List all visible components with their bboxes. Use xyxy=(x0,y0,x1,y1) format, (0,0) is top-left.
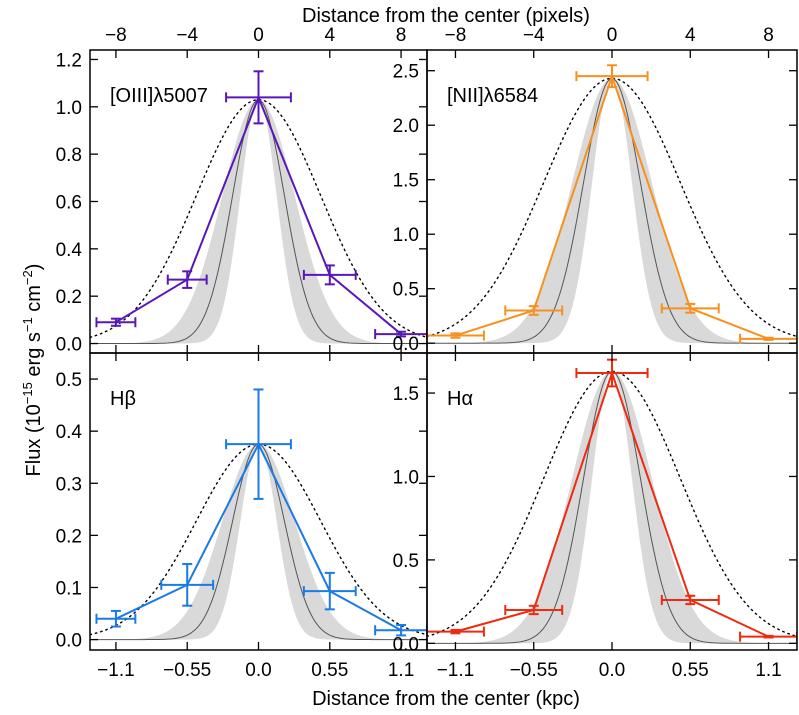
y-tick-label: 0.0 xyxy=(393,634,419,655)
y-tick-label: 1.0 xyxy=(56,98,82,119)
x-tick-label-pixels: 8 xyxy=(396,25,407,46)
panel-label: Hβ xyxy=(110,388,136,410)
panel-bottom-left: 0.0 0.1 0.2 0.3 0.4 0.5 −1.1 −0.55 0.0 0.55 1.1 Hβ xyxy=(56,352,428,681)
panel-label: Hα xyxy=(447,388,473,410)
data-point xyxy=(575,64,649,89)
x-tick-label-pixels: 4 xyxy=(685,25,696,46)
y-tick-label: 0.6 xyxy=(56,193,82,214)
y-tick-label: 0.0 xyxy=(56,335,82,356)
y-axis-title: Flux (10−15 erg s−1 cm−2) xyxy=(20,264,45,477)
dotted-profile-curve xyxy=(427,370,797,638)
plot-area xyxy=(90,70,427,345)
x-tick-label-kpc: 1.1 xyxy=(755,660,781,681)
plot-area xyxy=(427,358,797,644)
y-tick-label: 1.2 xyxy=(56,50,82,71)
y-tick-label: 1.0 xyxy=(393,225,419,246)
x-tick-label-kpc: −0.55 xyxy=(163,660,211,681)
y-tick-label: 0.0 xyxy=(56,631,82,652)
data-point xyxy=(225,388,292,500)
data-point xyxy=(504,305,564,316)
y-tick-label: 0.4 xyxy=(56,240,83,261)
bottom-x-axis-title: Distance from the center (kpc) xyxy=(312,688,580,710)
panel-frame xyxy=(426,352,798,651)
y-tick-label: 1.5 xyxy=(393,384,419,405)
x-tick-label-kpc: 0.55 xyxy=(311,660,348,681)
x-tick-label-pixels: 0 xyxy=(253,25,264,46)
panel-bottom-right: 0.0 0.5 1.0 1.5 −1.1 −0.55 0.0 0.55 1.1 Hα xyxy=(393,352,798,681)
x-tick-label-pixels: 4 xyxy=(324,25,335,46)
y-tick-label: 0.5 xyxy=(56,370,82,391)
y-tick-label: 0.5 xyxy=(393,280,419,301)
x-tick-label-kpc: 0.0 xyxy=(245,660,271,681)
dotted-profile-curve xyxy=(90,99,427,338)
data-point xyxy=(302,264,357,286)
dotted-profile-curve xyxy=(427,77,797,338)
data-point xyxy=(504,604,564,616)
y-tick-label: 0.5 xyxy=(393,551,419,572)
y-tick-label: 1.5 xyxy=(393,171,419,192)
data-point xyxy=(95,609,137,628)
y-tick-label: 0.0 xyxy=(393,334,419,355)
x-tick-label-pixels: 0 xyxy=(607,25,618,46)
panels-group: 0.00.20.40.60.81.01.2−8 −4 0 4 8[OIII]λ50070… xyxy=(56,25,798,681)
panel-label: [OIII]λ5007 xyxy=(110,85,208,107)
y-tick-label: 0.3 xyxy=(56,474,82,495)
x-tick-label-kpc: 0.55 xyxy=(672,660,709,681)
data-point xyxy=(374,329,427,340)
data-point xyxy=(739,333,797,344)
y-tick-label: 2.5 xyxy=(393,62,419,83)
y-tick-label: 0.1 xyxy=(56,578,82,599)
data-point xyxy=(166,270,208,289)
x-tick-label-kpc: −1.1 xyxy=(97,660,135,681)
data-series-line xyxy=(455,369,769,638)
x-tick-label-pixels: −8 xyxy=(445,25,467,46)
x-tick-label-pixels: −8 xyxy=(105,25,127,46)
data-point xyxy=(160,563,215,607)
y-tick-label: 0.2 xyxy=(56,287,82,308)
model-curve xyxy=(427,370,797,644)
panel-top-left: 0.0 0.2 0.4 0.6 0.8 1.0 1.2 −8 −4 0 4 8 [OIII]λ5007 xyxy=(56,25,428,356)
x-tick-label-pixels: −4 xyxy=(176,25,198,46)
model-curve xyxy=(427,77,797,344)
model-uncertainty-band xyxy=(427,78,797,344)
panel-label: [NII]λ6584 xyxy=(447,85,538,107)
plot-area xyxy=(90,388,427,641)
y-tick-label: 1.0 xyxy=(393,467,419,488)
x-tick-label-kpc: 0.0 xyxy=(599,660,625,681)
data-point xyxy=(660,302,720,314)
plot-area xyxy=(427,64,797,344)
data-point xyxy=(374,623,427,637)
panel-top-right: 0.0 0.5 1.0 1.5 2.0 2.5 −8 −4 0 4 8 [NII]λ6584 xyxy=(393,25,798,355)
top-x-axis-title: Distance from the center (pixels) xyxy=(302,5,590,27)
x-tick-label-pixels: 8 xyxy=(763,25,774,46)
y-tick-label: 0.2 xyxy=(56,526,82,547)
data-point xyxy=(575,358,649,388)
y-tick-label: 2.0 xyxy=(393,116,419,137)
data-point xyxy=(427,626,485,637)
data-point xyxy=(225,70,292,125)
data-point xyxy=(739,631,797,642)
data-point xyxy=(302,571,357,611)
data-point xyxy=(95,317,137,328)
model-uncertainty-band xyxy=(427,371,797,644)
data-point xyxy=(660,594,720,606)
x-tick-label-kpc: 1.1 xyxy=(388,660,414,681)
x-tick-label-kpc: −1.1 xyxy=(437,660,475,681)
data-series-line xyxy=(455,73,769,340)
x-tick-label-kpc: −0.55 xyxy=(510,660,558,681)
y-tick-label: 0.8 xyxy=(56,145,82,166)
x-tick-label-pixels: −4 xyxy=(523,25,545,46)
y-tick-label: 0.4 xyxy=(56,422,83,443)
data-series-line xyxy=(115,94,402,335)
data-point xyxy=(427,330,485,341)
